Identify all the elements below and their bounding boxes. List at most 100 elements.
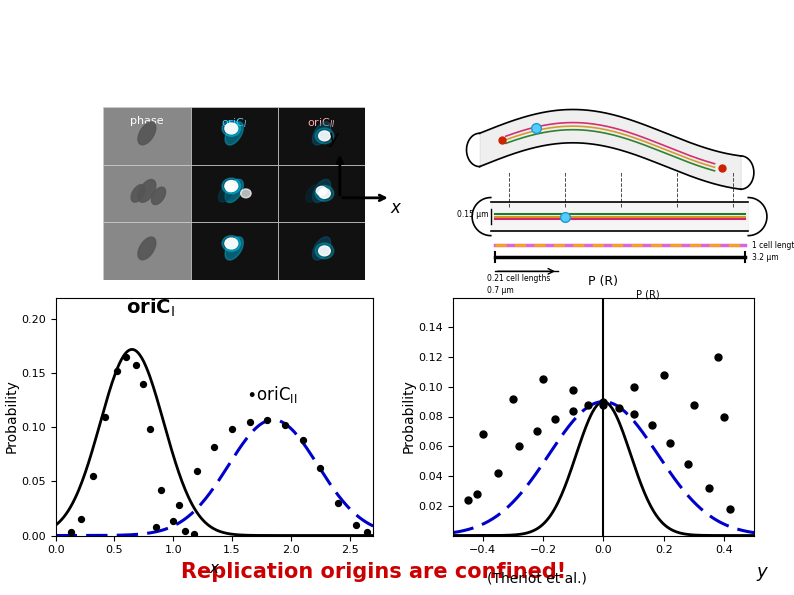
Circle shape [318,246,330,256]
Point [530,427,543,436]
Polygon shape [225,122,243,145]
Circle shape [315,186,333,201]
Point [137,379,149,389]
Point [155,486,168,495]
Text: y: y [329,130,338,148]
Text: $\bullet$oriC$_\mathrm{II}$: $\bullet$oriC$_\mathrm{II}$ [246,384,298,405]
Point [167,516,179,526]
Point [279,421,291,430]
Text: oriC$_\mathrm{I}$: oriC$_\mathrm{I}$ [126,297,175,320]
Polygon shape [313,179,330,202]
Point [507,394,519,403]
Circle shape [315,243,333,259]
Point [612,403,625,412]
Text: oriC$_I$: oriC$_I$ [221,115,248,130]
Point [597,400,610,409]
Point [296,436,309,445]
Point [597,397,610,406]
Bar [103,222,191,280]
Bar [191,107,278,165]
Bar [278,165,365,222]
Text: 0.15 μm: 0.15 μm [457,209,488,218]
Point [646,421,658,430]
Circle shape [225,183,236,192]
Point [87,471,99,481]
Circle shape [222,236,241,251]
Point [461,495,474,505]
Circle shape [241,189,251,198]
Polygon shape [138,180,156,202]
Point [349,520,362,530]
Circle shape [222,121,241,136]
Point [191,466,203,475]
Point [75,515,88,524]
Point [314,464,326,473]
Point [470,489,483,499]
Text: 1 cell length: 1 cell length [752,240,794,250]
Point [718,412,730,421]
Circle shape [318,189,330,198]
Text: 0.7 μm: 0.7 μm [487,286,514,295]
Polygon shape [131,184,145,202]
Y-axis label: Probability: Probability [401,380,415,453]
Circle shape [316,186,327,195]
Point [179,527,191,536]
Point [98,412,111,421]
Point [120,352,133,362]
Point [491,468,504,478]
Polygon shape [152,187,166,205]
Point [711,352,724,362]
Point [361,528,374,537]
Point [627,409,640,418]
Bar [191,222,278,280]
Point [537,375,549,384]
Point [627,382,640,392]
Bar [278,107,365,165]
Point [144,425,156,434]
Text: P (R): P (R) [588,275,619,288]
Point [567,406,580,415]
Point [64,528,77,537]
Polygon shape [306,184,320,202]
Text: Replication origins are confined!: Replication origins are confined! [180,562,566,583]
Y-axis label: Probability: Probability [4,380,18,453]
Point [173,500,186,510]
Point [724,504,737,513]
Polygon shape [138,237,156,260]
Point [188,530,201,539]
Text: phase: phase [130,115,164,126]
Polygon shape [313,122,330,145]
Circle shape [225,180,237,192]
Text: oriC$_{II}$: oriC$_{II}$ [307,115,336,130]
Point [261,415,274,424]
Polygon shape [218,184,233,202]
Point [703,483,715,493]
Polygon shape [225,237,243,260]
Point [657,370,670,380]
Point [225,425,238,434]
Text: x: x [390,199,400,217]
Text: 3.2 μm: 3.2 μm [752,252,779,262]
Circle shape [225,123,237,134]
Polygon shape [313,237,330,260]
Point [110,367,123,376]
Point [332,498,345,508]
Circle shape [318,131,330,141]
Bar [278,222,365,280]
Point [513,441,526,451]
Bar [103,165,191,222]
X-axis label: x: x [210,560,219,576]
Circle shape [315,128,333,144]
Point [149,522,162,531]
Text: 0.21 cell lengths: 0.21 cell lengths [487,274,550,283]
Polygon shape [138,122,156,145]
Polygon shape [225,179,243,202]
Point [567,385,580,394]
Point [476,430,489,439]
Text: Chromosome Geography in Vibrio: Chromosome Geography in Vibrio [121,26,673,54]
Point [582,400,595,409]
Circle shape [222,178,241,194]
Point [243,417,256,427]
Point [664,439,676,448]
Text: y: y [757,563,768,581]
